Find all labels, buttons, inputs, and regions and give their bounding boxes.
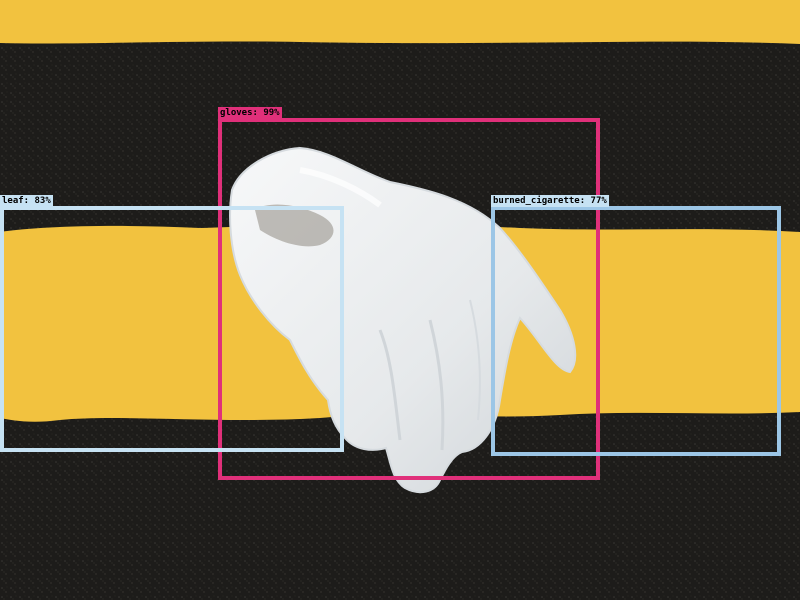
gloves-bounding-box xyxy=(218,118,600,480)
leaf-detection-label: leaf: 83% xyxy=(0,195,53,207)
glove xyxy=(229,146,577,494)
yellow-road-line-top xyxy=(0,0,800,44)
burned-cigarette-bounding-box xyxy=(491,206,781,456)
gloves-detection-label: gloves: 99% xyxy=(218,107,282,119)
burned-cigarette-detection-label: burned_cigarette: 77% xyxy=(491,195,609,207)
leaf-bounding-box xyxy=(0,206,344,452)
